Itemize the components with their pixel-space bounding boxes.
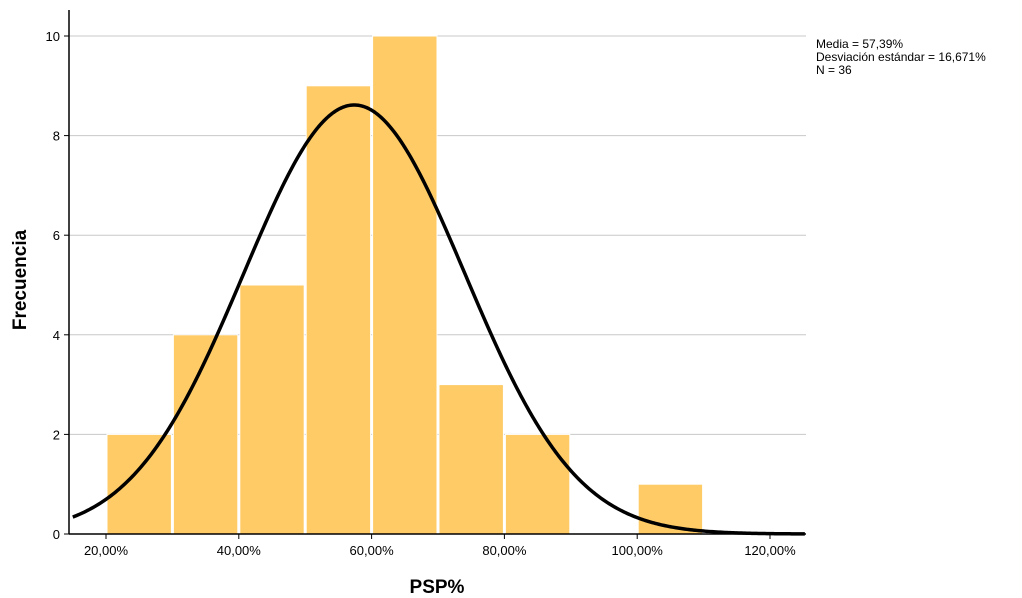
- y-tick-label-2: 4: [53, 328, 60, 343]
- axes: [64, 10, 806, 539]
- x-tick-label-1: 40,00%: [217, 543, 262, 558]
- x-tick-label-5: 120,00%: [744, 543, 796, 558]
- y-tick-label-3: 6: [53, 228, 60, 243]
- x-tick-label-4: 100,00%: [612, 543, 664, 558]
- bar-2: [239, 284, 305, 535]
- stats-sd: Desviación estándar = 16,671%: [816, 50, 986, 64]
- y-axis-label: Frecuencia: [10, 229, 31, 330]
- y-tick-label-1: 2: [53, 427, 60, 442]
- y-tick-labels: 0 2 4 6 8 10: [46, 29, 60, 542]
- y-tick-label-5: 10: [46, 29, 60, 44]
- bar-6: [504, 433, 571, 535]
- bar-4: [372, 35, 438, 535]
- stats-mean: Media = 57,39%: [816, 37, 903, 51]
- x-tick-label-0: 20,00%: [84, 543, 129, 558]
- bar-5: [438, 384, 504, 535]
- bar-0: [106, 433, 172, 535]
- stats-box: Media = 57,39% Desviación estándar = 16,…: [816, 37, 986, 77]
- x-tick-label-2: 60,00%: [350, 543, 395, 558]
- y-tick-label-0: 0: [53, 527, 60, 542]
- x-tick-labels: 20,00% 40,00% 60,00% 80,00% 100,00% 120,00%: [84, 543, 796, 558]
- histogram-bars: [106, 35, 704, 535]
- stats-n: N = 36: [816, 63, 852, 77]
- y-tick-label-4: 8: [53, 129, 60, 144]
- bar-1: [172, 334, 239, 535]
- bar-3: [305, 85, 372, 535]
- normal-curve: [72, 103, 805, 536]
- x-tick-label-3: 80,00%: [482, 543, 527, 558]
- x-axis-label: PSP%: [410, 577, 465, 598]
